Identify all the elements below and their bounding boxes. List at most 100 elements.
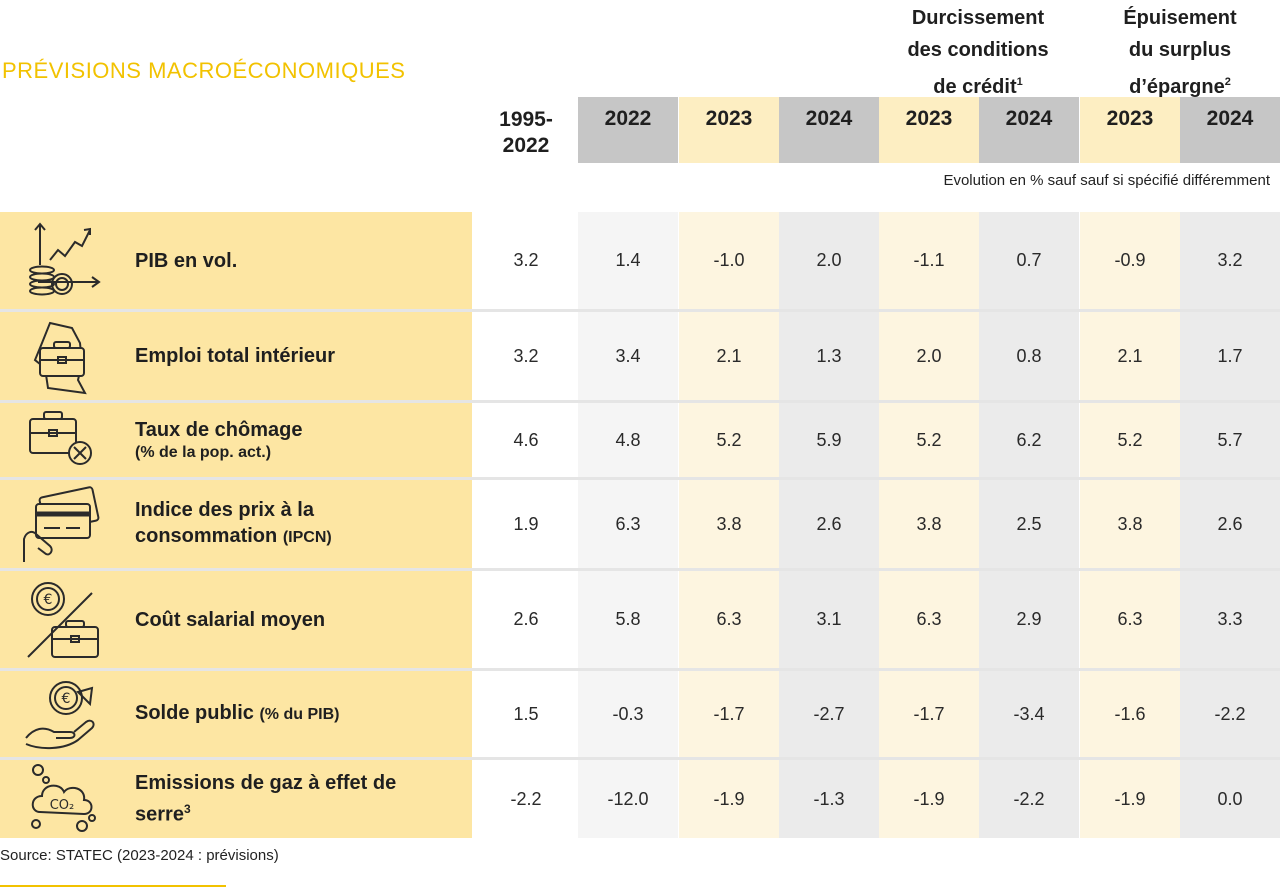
cell-epargne-2023: 6.3 [1080, 571, 1180, 668]
cell-base-2024: -1.3 [779, 760, 879, 838]
cell-2022: -0.3 [578, 671, 678, 757]
cell-credit-2024: -3.4 [979, 671, 1079, 757]
svg-text:€: € [62, 691, 71, 707]
row-divider [0, 757, 1280, 760]
cell-base-2023: 6.3 [679, 571, 779, 668]
row-label: Emissions de gaz à effet de serre3 [135, 772, 397, 826]
cell-epargne-2023: 2.1 [1080, 312, 1180, 400]
year-header-2022: 2022 [578, 97, 678, 163]
cell-epargne-2023: -1.9 [1080, 760, 1180, 838]
table-row: Emploi total intérieur 3.2 3.4 2.1 1.3 2… [0, 312, 1280, 400]
cell-epargne-2024: 2.6 [1180, 480, 1280, 568]
row-label: Coût salarial moyen [135, 608, 326, 631]
row-label: PIB en vol. [135, 249, 238, 272]
table-row: € Coût salarial moyen 2.6 5.8 6.3 3.1 6.… [0, 571, 1280, 668]
row-label: Solde public (% du PIB) [135, 702, 340, 724]
cell-credit-2024: 2.5 [979, 480, 1079, 568]
year-header-epargne-2023: 2023 [1080, 97, 1180, 163]
cell-epargne-2024: -2.2 [1180, 671, 1280, 757]
cell-base-2024: 2.6 [779, 480, 879, 568]
scenario-credit-header: Durcissement des conditions de crédit1 [878, 2, 1078, 103]
cell-base-2023: 2.1 [679, 312, 779, 400]
cell-2022: 3.4 [578, 312, 678, 400]
cell-credit-2024: 2.9 [979, 571, 1079, 668]
cell-2022: 5.8 [578, 571, 678, 668]
scenario-epargne-line3: d’épargne2 [1129, 76, 1231, 98]
year-header-epargne-2024: 2024 [1180, 97, 1280, 163]
cell-credit-2024: -2.2 [979, 760, 1079, 838]
row-label-cell [0, 760, 472, 838]
cell-2022: -12.0 [578, 760, 678, 838]
cell-base-2023: -1.0 [679, 212, 779, 309]
cell-historic: 1.9 [513, 513, 539, 534]
year-header-historic: 1995- 2022 [499, 108, 553, 157]
footnote-marker: 3 [183, 802, 191, 817]
cell-base-2024: -2.7 [779, 671, 879, 757]
row-divider [0, 309, 1280, 312]
cell-base-2024: 2.0 [779, 212, 879, 309]
cell-historic: -2.2 [510, 788, 542, 809]
cell-credit-2024: 0.8 [979, 312, 1079, 400]
cell-base-2023: -1.7 [679, 671, 779, 757]
table-row: PIB en vol. 3.2 1.4 -1.0 2.0 -1.1 0.7 -0… [0, 212, 1280, 309]
cell-credit-2024: 6.2 [979, 403, 1079, 477]
cell-historic: 2.6 [513, 609, 539, 629]
row-label-cell [0, 212, 472, 309]
table-row: CO₂ Emissions de gaz à effet de serre3 -… [0, 760, 1280, 838]
credit-card-hand-icon [23, 486, 100, 562]
unit-note: Evolution en % sauf sauf si spécifié dif… [943, 172, 1270, 189]
row-label-cell [0, 571, 472, 668]
year-header-base-2024: 2024 [779, 97, 879, 163]
cell-2022: 6.3 [578, 480, 678, 568]
year-header-credit-2024: 2024 [979, 97, 1079, 163]
cell-epargne-2024: 5.7 [1180, 403, 1280, 477]
cell-base-2024: 1.3 [779, 312, 879, 400]
cell-historic: 3.2 [513, 250, 539, 270]
page-title: PRÉVISIONS MACROÉCONOMIQUES [2, 58, 406, 83]
year-header-base-2023: 2023 [679, 97, 779, 163]
cell-epargne-2023: -0.9 [1080, 212, 1180, 309]
svg-text:CO₂: CO₂ [50, 798, 75, 813]
scenario-credit-line3: de crédit1 [933, 76, 1023, 98]
row-divider [0, 568, 1280, 571]
table-row: Taux de chômage (% de la pop. act.) 4.6 … [0, 403, 1280, 477]
cell-epargne-2024: 3.2 [1180, 212, 1280, 309]
row-label-cell [0, 671, 472, 757]
cell-credit-2023: 2.0 [879, 312, 979, 400]
scenario-credit-line2: des conditions [907, 39, 1049, 61]
cell-base-2023: -1.9 [679, 760, 779, 838]
scenario-epargne-line2: du surplus [1128, 39, 1232, 61]
row-label: Taux de chômage (% de la pop. act.) [135, 419, 303, 461]
cell-historic: 1.5 [513, 703, 539, 724]
co2-cloud-icon: CO₂ [31, 764, 96, 832]
row-label-sub: (IPCN) [282, 529, 332, 546]
cell-credit-2023: 5.2 [879, 403, 979, 477]
cell-epargne-2023: 3.8 [1080, 480, 1180, 568]
scenario-credit-line1: Durcissement [911, 7, 1045, 29]
source-note: Source: STATEC (2023-2024 : prévisions) [0, 847, 279, 864]
briefcase-map-icon [33, 321, 87, 395]
cell-2022: 4.8 [578, 403, 678, 477]
cell-historic: 4.6 [513, 429, 539, 450]
cell-epargne-2023: 5.2 [1080, 403, 1180, 477]
cell-base-2024: 3.1 [779, 571, 879, 668]
cell-credit-2023: 6.3 [879, 571, 979, 668]
cell-base-2023: 5.2 [679, 403, 779, 477]
hand-euro-coin-icon: € [25, 681, 95, 750]
cell-credit-2023: 3.8 [879, 480, 979, 568]
row-label-sub: (% de la pop. act.) [135, 444, 272, 461]
table-row: Indice des prix à la consommation (IPCN)… [0, 480, 1280, 568]
cell-credit-2023: -1.9 [879, 760, 979, 838]
row-divider [0, 400, 1280, 403]
row-divider [0, 477, 1280, 480]
row-label-sub: (% du PIB) [259, 706, 340, 723]
euro-briefcase-icon: € [27, 582, 99, 658]
row-divider [0, 668, 1280, 671]
cell-credit-2023: -1.7 [879, 671, 979, 757]
footer-rule [0, 885, 226, 887]
briefcase-cross-icon [29, 411, 92, 465]
cell-2022: 1.4 [578, 212, 678, 309]
cell-base-2024: 5.9 [779, 403, 879, 477]
cell-historic: 3.2 [513, 345, 539, 366]
cell-credit-2024: 0.7 [979, 212, 1079, 309]
